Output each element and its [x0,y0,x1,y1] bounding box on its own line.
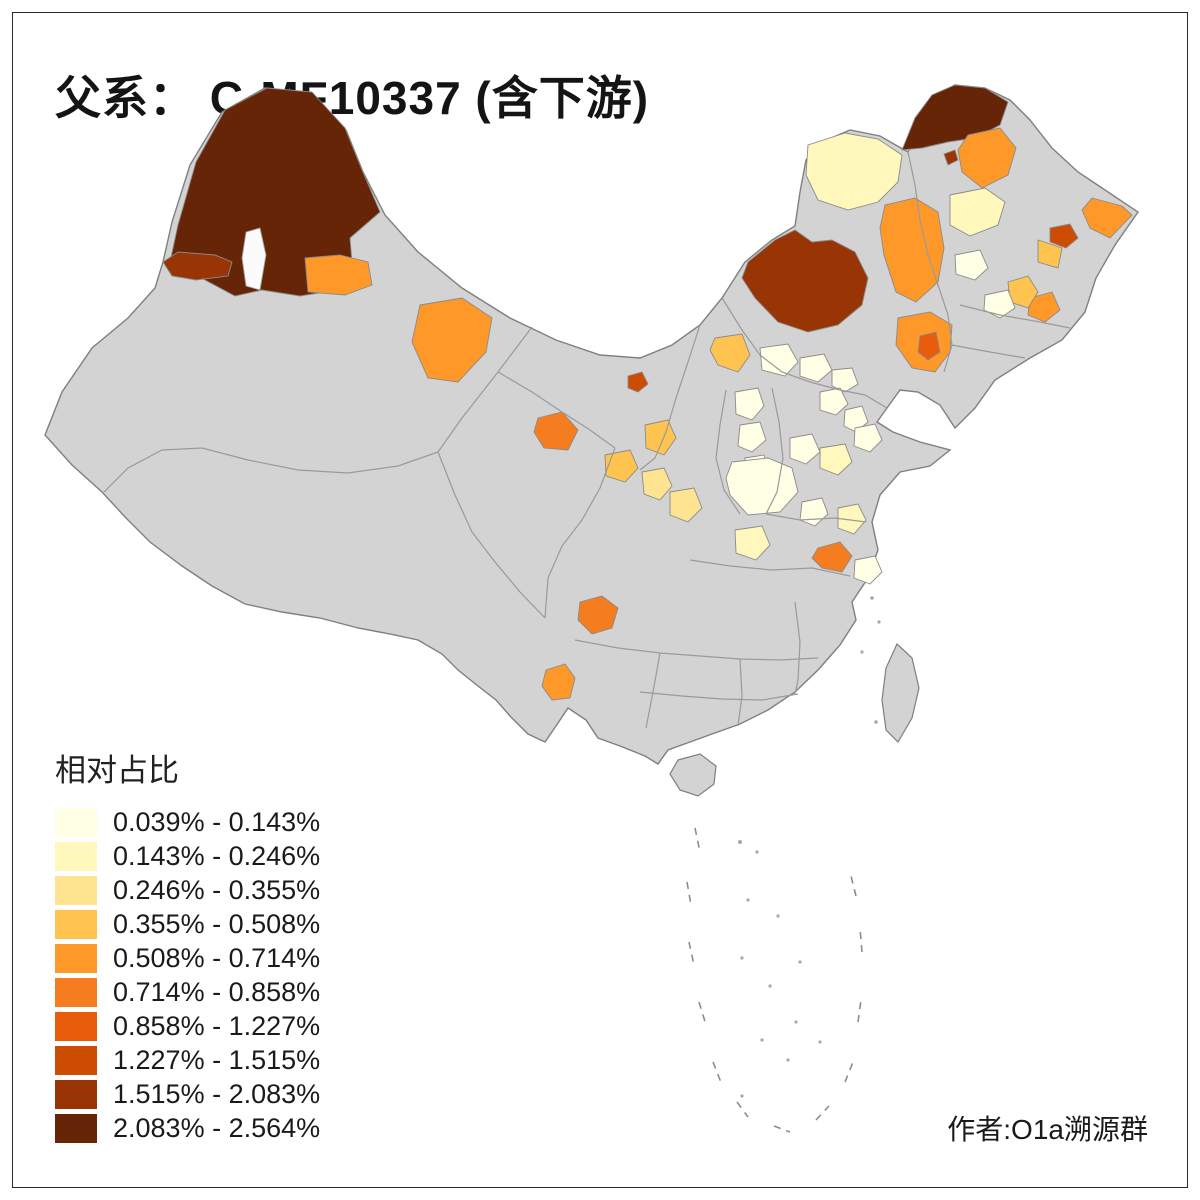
map-title: 父系： C-MF10337 (含下游) [55,72,650,124]
legend-swatch [55,876,97,905]
legend-item: 1.515% - 2.083% [55,1079,321,1109]
map-region [709,333,751,373]
map-region [577,595,619,635]
legend-item-label: 0.246% - 0.355% [113,875,321,905]
legend-title: 相对占比 [55,753,179,788]
map-region [162,251,233,281]
map-region [541,663,576,701]
map-region [853,555,883,585]
island-dot [738,840,742,844]
island-dot [786,1058,790,1062]
map-region [983,289,1016,319]
legend-item-label: 0.355% - 0.508% [113,909,321,939]
figure-frame [12,12,1188,1188]
legend-swatch [55,808,97,837]
legend-item-label: 2.083% - 2.564% [113,1113,321,1143]
island-dot [760,1038,764,1042]
legend: 相对占比 0.039% - 0.143% 0.143% - 0.246% 0.246… [55,745,320,1148]
legend-item: 0.039% - 0.143% [55,807,321,837]
lake-ulungur [241,227,267,291]
nine-dash-line [686,827,863,1133]
legend-swatch [55,978,97,1007]
map-region [644,419,677,456]
map-region [954,249,989,281]
map-region [734,525,771,561]
legend-item: 0.714% - 0.858% [55,977,321,1007]
map-region [641,467,673,501]
island-dot [877,620,881,624]
map-region [879,197,945,303]
map-region [799,353,833,383]
island-dot [740,1094,744,1098]
legend-item: 0.143% - 0.246% [55,841,321,871]
legend-item-label: 0.714% - 0.858% [113,977,321,1007]
map-region [734,387,765,421]
island-dot [776,914,780,918]
map-region [1027,291,1061,323]
island-dot [794,1020,798,1024]
legend-items: 0.039% - 0.143% 0.143% - 0.246% 0.246% - 0… [55,807,321,1143]
legend-item: 0.355% - 0.508% [55,909,321,939]
map-region [943,149,959,166]
map-region [957,127,1017,189]
legend-item: 1.227% - 1.515% [55,1045,321,1075]
island-dot [798,960,802,964]
legend-item: 0.858% - 1.227% [55,1011,321,1041]
map-region [853,423,883,453]
map-region [811,541,853,573]
map-region [669,487,703,523]
attribution: 作者:O1a溯源群 [947,1114,1148,1145]
legend-item-label: 0.143% - 0.246% [113,841,321,871]
legend-item-label: 0.039% - 0.143% [113,807,321,837]
map-region [917,331,941,361]
legend-swatch [55,1080,97,1109]
map-region [759,343,799,377]
legend-swatch [55,1114,97,1143]
legend-swatch [55,842,97,871]
map-region [949,187,1006,237]
island-dot [740,956,744,960]
map-region [1049,223,1079,249]
island-dot [746,898,750,902]
map-region [805,132,903,211]
island-dot [860,650,864,654]
taiwan-island [881,642,920,743]
island-dot [870,596,874,600]
map-region [1081,197,1133,239]
map-region [741,229,869,333]
legend-swatch [55,1012,97,1041]
island-dot [818,1040,822,1044]
hainan-island [669,753,717,797]
legend-swatch [55,1046,97,1075]
map-region [789,433,821,465]
legend-item-label: 1.227% - 1.515% [113,1045,321,1075]
map-region [837,503,867,535]
map-region [737,421,767,453]
map-region [411,297,493,383]
legend-swatch [55,944,97,973]
legend-item: 2.083% - 2.564% [55,1113,321,1143]
legend-swatch [55,910,97,939]
legend-item-label: 0.858% - 1.227% [113,1011,321,1041]
province-borders [103,151,1071,729]
legend-item-label: 0.508% - 0.714% [113,943,321,973]
map-region [304,254,373,296]
island-dot [768,984,772,988]
map-region [819,443,853,476]
legend-item-label: 1.515% - 2.083% [113,1079,321,1109]
island-dot [874,720,878,724]
legend-item: 0.508% - 0.714% [55,943,321,973]
map-region [627,371,649,393]
map-region [831,367,859,393]
island-dot [755,850,759,854]
legend-item: 0.246% - 0.355% [55,875,321,905]
map-region [1037,239,1063,269]
island-dots [738,596,881,1098]
